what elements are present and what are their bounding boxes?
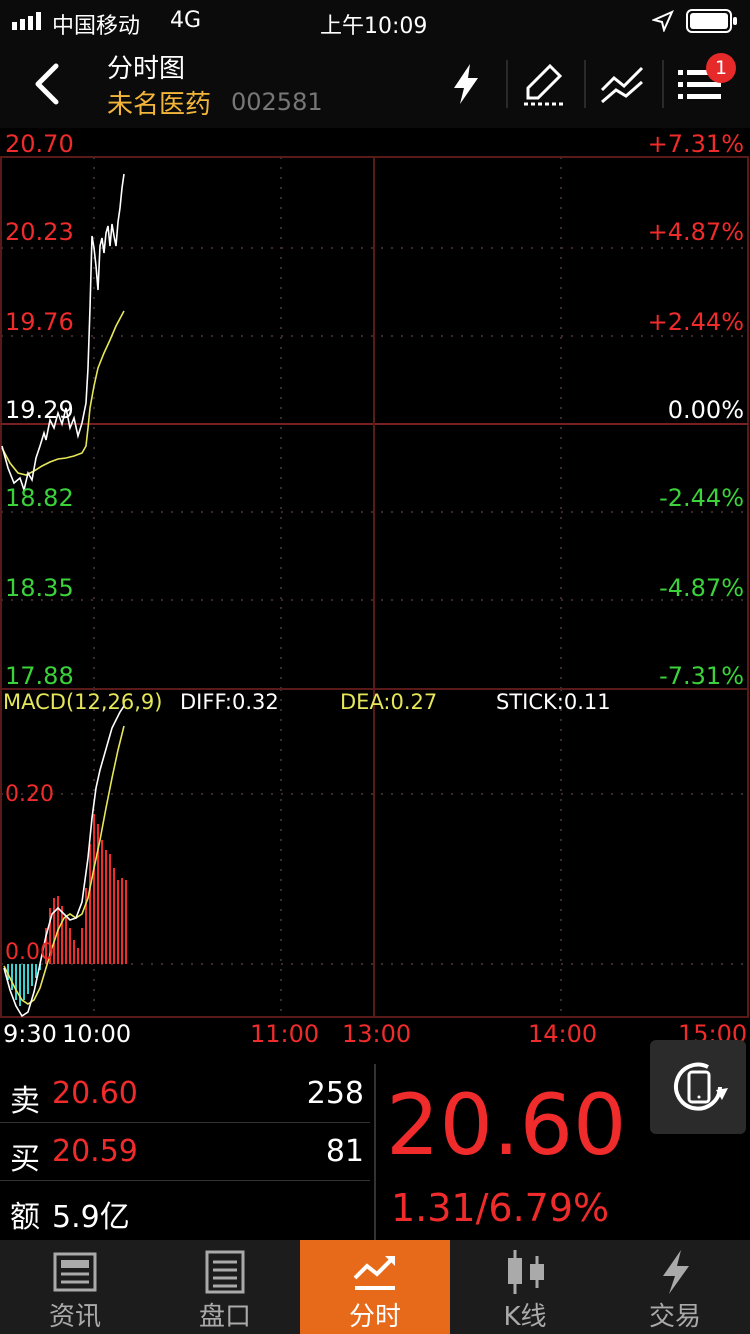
chart-canvas bbox=[0, 156, 749, 1018]
amount-value: 5.9亿 bbox=[52, 1200, 130, 1235]
signal-icon bbox=[12, 12, 41, 30]
percent-label: -4.87% bbox=[659, 574, 744, 602]
tab-orderbook[interactable]: 盘口 bbox=[150, 1240, 300, 1334]
buy-quantity: 81 bbox=[325, 1134, 364, 1169]
buy-price: 20.59 bbox=[52, 1134, 138, 1169]
macd-axis-label: 0.00 bbox=[5, 940, 54, 965]
quote-panel: 卖 20.60 258 买 20.59 81 额 5.9亿 bbox=[0, 1064, 750, 1240]
amount-row: 额 5.9亿 bbox=[0, 1180, 370, 1238]
draw-icon[interactable] bbox=[520, 60, 568, 108]
network-type: 4G bbox=[170, 8, 202, 33]
macd-diff-line bbox=[3, 705, 125, 1018]
last-price: 20.60 bbox=[386, 1076, 627, 1174]
percent-label: -7.31% bbox=[659, 662, 744, 690]
percent-label: -2.44% bbox=[659, 484, 744, 512]
notification-badge: 1 bbox=[706, 53, 736, 83]
tab-news[interactable]: 资讯 bbox=[0, 1240, 150, 1334]
sell-quantity: 258 bbox=[306, 1076, 364, 1111]
rotate-screen-button[interactable] bbox=[650, 1040, 746, 1134]
macd-label: MACD(12,26,9) bbox=[3, 690, 163, 714]
flash-icon[interactable] bbox=[442, 60, 490, 108]
divider bbox=[506, 60, 508, 108]
time-label: 10:00 bbox=[62, 1020, 132, 1048]
buy-label: 买 bbox=[10, 1142, 40, 1177]
tab-intraday[interactable]: 分时 bbox=[300, 1240, 450, 1334]
candlestick-icon bbox=[508, 1250, 544, 1294]
carrier: 中国移动 bbox=[52, 14, 141, 39]
price-label: 19.76 bbox=[5, 308, 74, 336]
macd-histogram bbox=[7, 814, 127, 1006]
tab-label: 盘口 bbox=[198, 1302, 251, 1332]
status-bar: 中国移动 4G 上午10:09 bbox=[0, 0, 750, 40]
tab-label: 资讯 bbox=[48, 1302, 101, 1332]
tab-label: 交易 bbox=[648, 1302, 701, 1332]
time-label: 14:00 bbox=[528, 1020, 598, 1048]
news-icon bbox=[53, 1252, 97, 1292]
intraday-chart[interactable]: 20.70 20.23 19.76 19.29 18.82 18.35 17.8… bbox=[0, 128, 750, 1060]
macd-axis-label: 0.20 bbox=[5, 782, 54, 807]
stock-code: 002581 bbox=[231, 88, 323, 116]
price-change: 1.31/6.79% bbox=[391, 1186, 610, 1230]
tab-label: K线 bbox=[503, 1302, 547, 1332]
price-line bbox=[1, 173, 125, 493]
price-label: 17.88 bbox=[5, 662, 74, 690]
indicator-icon[interactable] bbox=[598, 60, 646, 108]
macd-diff-value: DIFF:0.32 bbox=[180, 690, 279, 714]
tab-trade[interactable]: 交易 bbox=[600, 1240, 750, 1334]
stock-name: 未名医药 bbox=[107, 90, 212, 120]
divider bbox=[374, 1064, 376, 1240]
price-label: 20.23 bbox=[5, 218, 74, 246]
divider bbox=[662, 60, 664, 108]
header: 分时图 未名医药 002581 1 bbox=[0, 40, 750, 128]
price-label: 18.35 bbox=[5, 574, 74, 602]
location-icon bbox=[652, 10, 674, 32]
price-label: 19.29 bbox=[5, 396, 74, 424]
percent-label: +4.87% bbox=[647, 218, 744, 246]
tab-label: 分时 bbox=[348, 1302, 401, 1332]
amount-label: 额 bbox=[10, 1200, 40, 1235]
percent-label: 0.00% bbox=[667, 396, 744, 424]
tab-kline[interactable]: K线 bbox=[450, 1240, 600, 1334]
buy-row[interactable]: 买 20.59 81 bbox=[0, 1122, 370, 1181]
macd-dea-value: DEA:0.27 bbox=[340, 690, 438, 714]
sell-row[interactable]: 卖 20.60 258 bbox=[0, 1064, 370, 1123]
sell-price: 20.60 bbox=[52, 1076, 138, 1111]
percent-label: +7.31% bbox=[647, 130, 744, 158]
time-label: 11:00 bbox=[250, 1020, 320, 1048]
menu-icon[interactable] bbox=[676, 60, 724, 108]
time-label: 9:30 bbox=[3, 1020, 57, 1048]
battery-icon bbox=[686, 9, 737, 33]
intraday-icon bbox=[353, 1256, 395, 1290]
time-label: 13:00 bbox=[342, 1020, 412, 1048]
back-button[interactable] bbox=[28, 62, 68, 106]
macd-dea-line bbox=[3, 725, 125, 1005]
rotate-icon bbox=[674, 1062, 728, 1111]
clock: 上午10:09 bbox=[320, 14, 428, 39]
price-label: 20.70 bbox=[5, 130, 74, 158]
page-title: 分时图 bbox=[107, 54, 186, 84]
bottom-tab-bar: 资讯 盘口 分时 K线 交易 bbox=[0, 1240, 750, 1334]
divider bbox=[584, 60, 586, 108]
macd-stick-value: STICK:0.11 bbox=[496, 690, 611, 714]
percent-label: +2.44% bbox=[647, 308, 744, 336]
orderbook-icon bbox=[205, 1250, 245, 1294]
sell-label: 卖 bbox=[10, 1084, 40, 1119]
price-label: 18.82 bbox=[5, 484, 74, 512]
trade-icon bbox=[663, 1250, 689, 1294]
